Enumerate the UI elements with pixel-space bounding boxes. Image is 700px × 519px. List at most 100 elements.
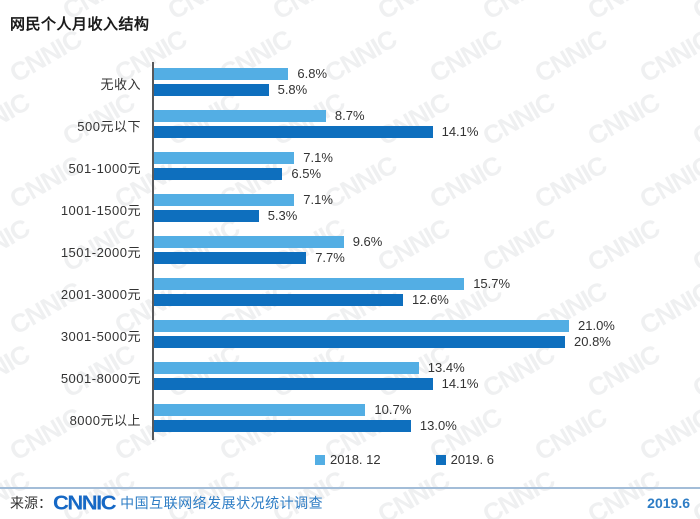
category-label: 1001-1500元 xyxy=(60,202,141,218)
bar-line-series-1: 7.7% xyxy=(154,250,700,265)
bar-group: 21.0% 20.8% xyxy=(152,314,700,356)
bar-series-1 xyxy=(154,294,403,306)
bar-line-series-1: 5.8% xyxy=(154,82,700,97)
bar-line-series-1: 13.0% xyxy=(154,418,700,433)
category-label: 500元以下 xyxy=(77,118,141,134)
bar-line-series-0: 15.7% xyxy=(154,276,700,291)
bar-group: 13.4% 14.1% xyxy=(152,356,700,398)
bar-chart: 无收入 6.8% 5.8% 500元以下 8.7% 14.1% 501-1000元 7.1% 6… xyxy=(0,62,700,440)
bar-series-1 xyxy=(154,126,433,138)
legend-item-2018-12: 2018. 12 xyxy=(315,452,381,467)
bar-row: 3001-5000元 21.0% 20.8% xyxy=(0,314,700,356)
legend-label-2018-12: 2018. 12 xyxy=(330,452,381,467)
bar-line-series-0: 13.4% xyxy=(154,360,700,375)
bar-row: 2001-3000元 15.7% 12.6% xyxy=(0,272,700,314)
bar-group: 10.7% 13.0% xyxy=(152,398,700,440)
chart-title: 网民个人月收入结构 xyxy=(10,16,150,33)
value-label: 13.0% xyxy=(419,418,457,433)
bar-series-0 xyxy=(154,236,344,248)
value-label: 6.5% xyxy=(291,166,322,181)
bar-group: 15.7% 12.6% xyxy=(152,272,700,314)
bar-series-0 xyxy=(154,362,419,374)
watermark-text: CNNIC xyxy=(582,0,664,26)
bar-line-series-1: 20.8% xyxy=(154,334,700,349)
bar-line-series-1: 5.3% xyxy=(154,208,700,223)
bar-series-1 xyxy=(154,420,411,432)
category-label: 501-1000元 xyxy=(68,160,141,176)
bar-line-series-0: 9.6% xyxy=(154,234,700,249)
bar-row: 5001-8000元 13.4% 14.1% xyxy=(0,356,700,398)
bar-line-series-1: 14.1% xyxy=(154,124,700,139)
bar-group: 7.1% 6.5% xyxy=(152,146,700,188)
bar-row: 1001-1500元 7.1% 5.3% xyxy=(0,188,700,230)
value-label: 15.7% xyxy=(473,276,511,291)
bar-line-series-1: 14.1% xyxy=(154,376,700,391)
footer-divider xyxy=(0,487,700,489)
bar-group: 7.1% 5.3% xyxy=(152,188,700,230)
bar-series-1 xyxy=(154,168,283,180)
bar-series-1 xyxy=(154,84,269,96)
source-label: 来源： xyxy=(10,495,52,511)
bar-series-0 xyxy=(154,194,295,206)
category-label: 8000元以上 xyxy=(69,412,141,428)
bar-series-0 xyxy=(154,110,326,122)
bar-line-series-1: 6.5% xyxy=(154,166,700,181)
watermark-text: CNNIC xyxy=(687,0,700,26)
legend-label-2019-6: 2019. 6 xyxy=(450,452,494,467)
bar-row: 8000元以上 10.7% 13.0% xyxy=(0,398,700,440)
category-label: 1501-2000元 xyxy=(60,244,141,260)
category-label: 5001-8000元 xyxy=(60,370,141,386)
value-label: 7.1% xyxy=(303,192,333,207)
bar-series-0 xyxy=(154,68,289,80)
bar-series-0 xyxy=(154,278,465,290)
bar-series-1 xyxy=(154,336,565,348)
bar-row: 无收入 6.8% 5.8% xyxy=(0,62,700,104)
legend: 2018. 12 2019. 6 xyxy=(315,452,494,467)
value-label: 5.8% xyxy=(277,82,308,97)
bar-series-1 xyxy=(154,252,307,264)
bar-series-0 xyxy=(154,320,569,332)
bar-series-1 xyxy=(154,378,433,390)
source-text: 中国互联网络发展状况统计调查 xyxy=(120,495,324,511)
bar-group: 6.8% 5.8% xyxy=(152,62,700,104)
watermark-text: CNNIC xyxy=(162,0,244,26)
bar-row: 501-1000元 7.1% 6.5% xyxy=(0,146,700,188)
category-label: 无收入 xyxy=(100,76,141,92)
bar-series-0 xyxy=(154,152,295,164)
value-label: 6.8% xyxy=(297,66,328,81)
value-label: 8.7% xyxy=(334,108,365,123)
bar-line-series-0: 7.1% xyxy=(154,192,700,207)
value-label: 20.8% xyxy=(574,334,611,349)
bar-line-series-0: 7.1% xyxy=(154,150,700,165)
cnnic-logo: CNNIC xyxy=(53,491,117,515)
value-label: 12.6% xyxy=(412,292,449,307)
value-label: 13.4% xyxy=(427,360,465,375)
bar-row: 500元以下 8.7% 14.1% xyxy=(0,104,700,146)
legend-swatch-2018-12 xyxy=(315,454,325,465)
value-label: 21.0% xyxy=(578,318,615,333)
legend-item-2019-6: 2019. 6 xyxy=(435,452,494,467)
watermark-text: CNNIC xyxy=(372,0,454,26)
watermark-text: CNNIC xyxy=(477,0,559,26)
value-label: 14.1% xyxy=(441,124,479,139)
bar-row: 1501-2000元 9.6% 7.7% xyxy=(0,230,700,272)
bar-line-series-0: 21.0% xyxy=(154,318,700,333)
bar-line-series-0: 8.7% xyxy=(154,108,700,123)
bar-group: 8.7% 14.1% xyxy=(152,104,700,146)
value-label: 14.1% xyxy=(441,376,479,391)
watermark-text: CNNIC xyxy=(267,0,349,26)
bar-series-0 xyxy=(154,404,366,416)
value-label: 5.3% xyxy=(267,208,298,223)
category-label: 3001-5000元 xyxy=(60,328,141,344)
bar-line-series-0: 6.8% xyxy=(154,66,700,81)
value-label: 7.1% xyxy=(303,150,333,165)
footer: 来源： CNNIC 中国互联网络发展状况统计调查 2019.6 xyxy=(10,490,690,516)
category-label: 2001-3000元 xyxy=(60,286,141,302)
legend-swatch-2019-6 xyxy=(435,454,446,465)
value-label: 10.7% xyxy=(374,402,412,417)
value-label: 7.7% xyxy=(315,250,345,265)
bar-line-series-0: 10.7% xyxy=(154,402,700,417)
value-label: 9.6% xyxy=(352,234,383,249)
bar-series-1 xyxy=(154,210,259,222)
